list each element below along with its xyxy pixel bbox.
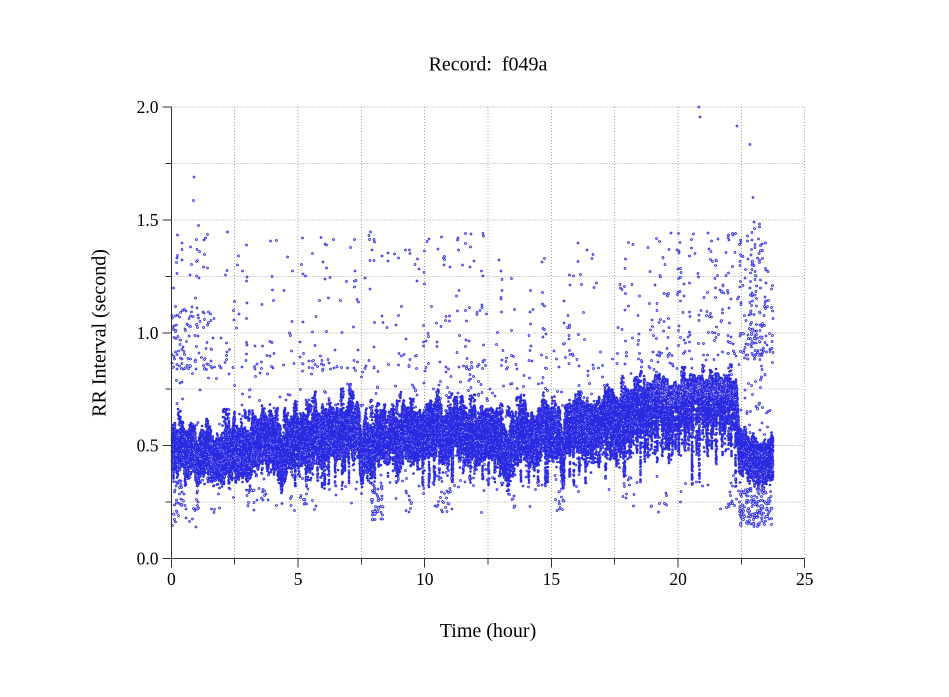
svg-text:15: 15 [543, 569, 561, 589]
svg-text:2.0: 2.0 [137, 97, 159, 117]
svg-text:0.5: 0.5 [137, 436, 159, 456]
svg-text:1.5: 1.5 [137, 210, 159, 230]
svg-text:Time (hour): Time (hour) [440, 620, 536, 642]
svg-text:20: 20 [669, 569, 687, 589]
svg-text:0: 0 [167, 569, 176, 589]
svg-text:Record: f049a: Record: f049a [429, 54, 548, 76]
svg-text:1.0: 1.0 [137, 323, 159, 343]
svg-text:25: 25 [796, 569, 814, 589]
svg-text:5: 5 [294, 569, 303, 589]
svg-text:10: 10 [416, 569, 434, 589]
svg-text:RR Interval (second): RR Interval (second) [89, 249, 111, 417]
svg-text:0.0: 0.0 [137, 549, 159, 569]
